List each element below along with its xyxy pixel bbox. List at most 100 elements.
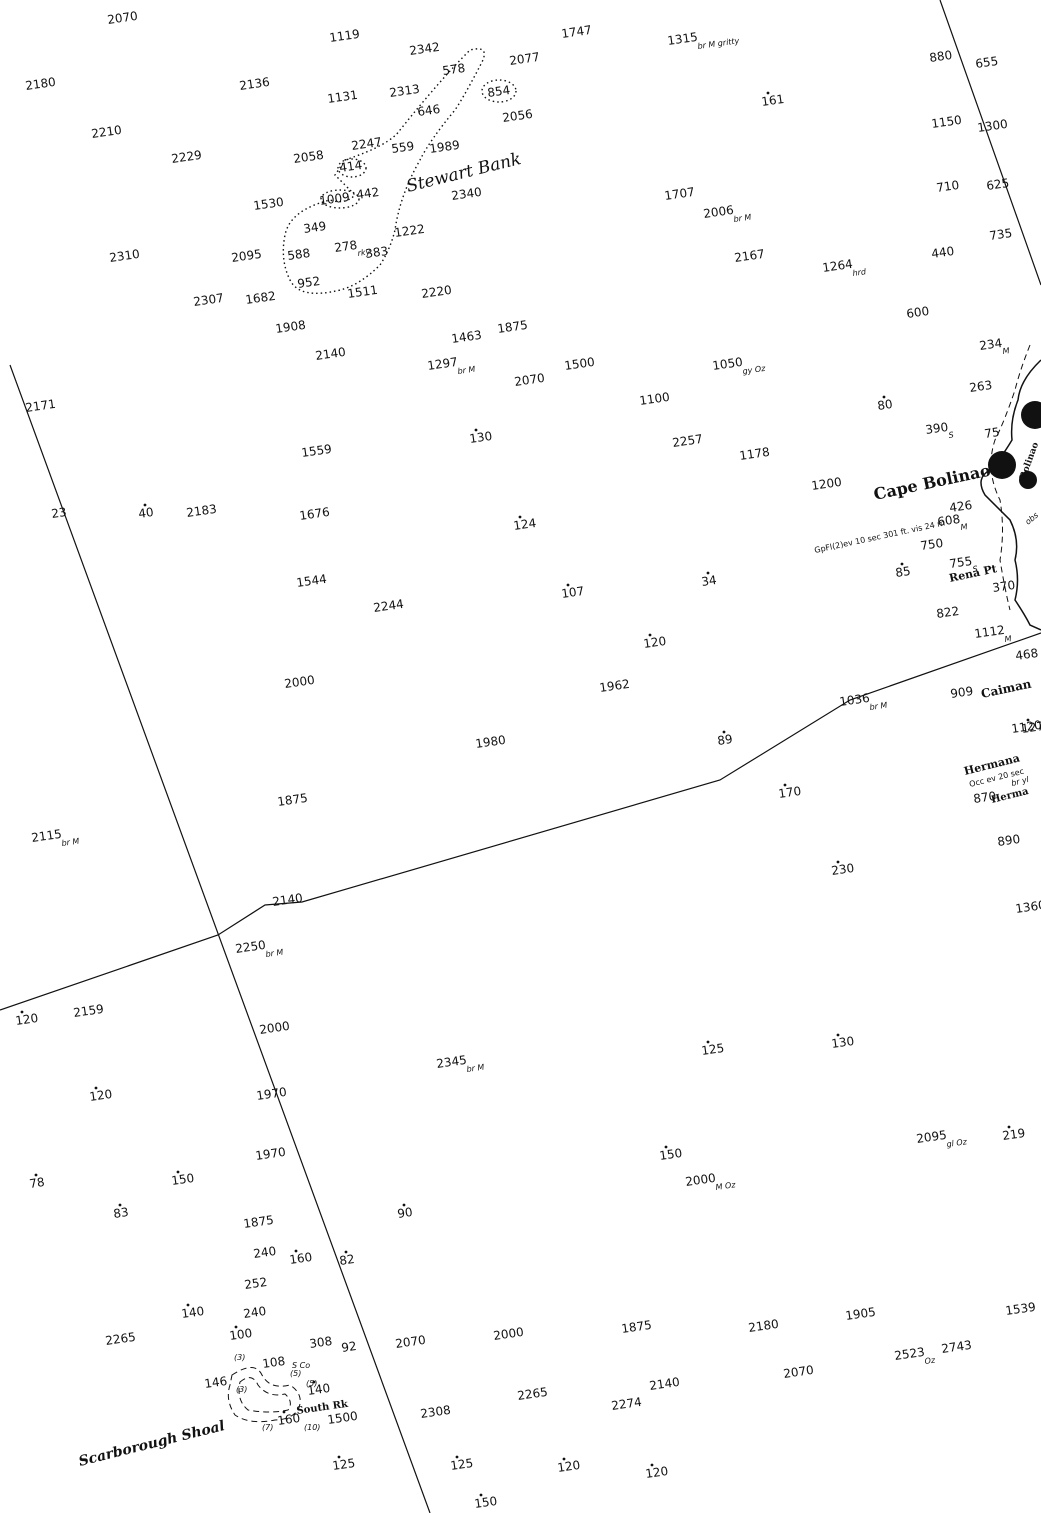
sounding-value: 2342: [408, 40, 440, 58]
sounding-value: 559: [390, 139, 415, 156]
sounding-value: 735: [988, 226, 1013, 243]
sounding-value: 234: [978, 336, 1003, 353]
sounding: 750: [919, 536, 944, 553]
land-blob-1: [1021, 401, 1041, 429]
sounding: 1989: [428, 138, 460, 156]
sounding-value: 2265: [104, 1330, 136, 1348]
sounding-dot: [344, 1250, 348, 1254]
sounding-value: 1682: [244, 289, 276, 307]
sounding-value: 2523: [893, 1345, 925, 1363]
sounding-value: 2115: [30, 827, 62, 845]
sounding: 1150: [930, 113, 962, 131]
sounding: 150: [658, 1145, 683, 1163]
sounding-value: 82: [338, 1252, 355, 1268]
sounding: 655: [974, 54, 999, 71]
sounding-value: 2000: [684, 1171, 716, 1189]
sounding-value: 2140: [271, 891, 303, 909]
sounding: 559: [390, 139, 415, 156]
sounding-dot: [337, 1455, 341, 1459]
sounding-value: 349: [302, 219, 327, 236]
sounding-value: 1905: [844, 1305, 876, 1323]
sounding-value: 755: [948, 554, 973, 571]
sounding-value: 1150: [930, 113, 962, 131]
sounding: 150: [473, 1493, 498, 1511]
sounding-dot: [664, 1145, 668, 1149]
sounding-dot: [650, 1463, 654, 1467]
sounding: 146: [203, 1374, 228, 1391]
sounding: 90: [396, 1203, 414, 1221]
sounding-value: 1875: [620, 1318, 652, 1336]
sounding-value: 655: [974, 54, 999, 71]
sounding-value: 161: [760, 92, 785, 109]
sounding: 1875: [276, 791, 308, 809]
sounding-value: 2000: [492, 1325, 524, 1343]
sounding: 150: [170, 1170, 195, 1188]
sounding-value: 75: [983, 425, 1000, 441]
sounding: 2171: [24, 397, 56, 415]
sounding-value: 383: [364, 244, 389, 261]
sounding-dot: [294, 1249, 298, 1253]
sounding: 890: [996, 832, 1021, 849]
sounding: 78: [28, 1173, 46, 1191]
sounding: 2167: [733, 247, 765, 265]
sounding-value: 1875: [276, 791, 308, 809]
sounding-value: 2070: [782, 1363, 814, 1381]
sounding-value: 1300: [976, 117, 1008, 135]
sounding: 2077: [508, 50, 540, 68]
caiman-label: Caiman: [980, 677, 1033, 701]
sounding: 230: [830, 860, 855, 878]
sounding: 219: [1001, 1125, 1026, 1143]
sounding: 125: [331, 1455, 356, 1473]
sounding: 1500: [563, 355, 595, 373]
sounding-value: 1875: [496, 318, 528, 336]
sounding-dot: [34, 1173, 38, 1177]
sounding: 140: [180, 1303, 205, 1321]
sounding-dot: [94, 1086, 98, 1090]
sounding-value: 1009: [318, 190, 350, 208]
sounding-value: 442: [355, 185, 380, 202]
sounding-dot: [562, 1457, 566, 1461]
sounding: 161: [760, 91, 785, 109]
stewart-bank-outline: [282, 48, 517, 294]
sounding-dot: [836, 860, 840, 864]
sounding: 107: [560, 583, 585, 601]
sounding-value: 2247: [350, 135, 382, 153]
sounding-dot: [882, 395, 886, 399]
shoal-depths-layer: (3) (3) (5) (5) (7) (10): [234, 1353, 320, 1432]
sounding-value: 1980: [474, 733, 506, 751]
sounding: 1530: [252, 195, 284, 213]
sounding-dot: [706, 1040, 710, 1044]
sounding: 2307: [192, 291, 224, 309]
sounding-bottom-quality: M: [960, 522, 968, 532]
sounding: 120: [88, 1086, 113, 1104]
sounding-value: 108: [261, 1354, 286, 1371]
sounding-value: 150: [473, 1494, 498, 1511]
sounding: 468: [1014, 646, 1039, 663]
sounding-value: 120: [556, 1458, 581, 1475]
sounding-value: 2171: [24, 397, 56, 415]
scarborough-shoal-label: Scarborough Shoal: [77, 1418, 226, 1470]
sounding-value: 1875: [242, 1213, 274, 1231]
sounding: 308: [308, 1334, 333, 1351]
sounding-value: 120: [88, 1087, 113, 1104]
sounding-value: 1500: [563, 355, 595, 373]
sounding-value: 140: [306, 1381, 331, 1398]
sounding: 2000: [283, 673, 315, 691]
sounding: 2140: [314, 345, 346, 363]
sounding: 1676: [298, 505, 330, 523]
sounding-value: 1112: [973, 623, 1005, 641]
sounding: 2220: [420, 283, 452, 301]
sounding: 100: [228, 1325, 253, 1343]
sounding-dot: [766, 91, 770, 95]
sounding-value: 240: [252, 1244, 277, 1261]
shoal-inner-boundary: [238, 1377, 291, 1413]
sounding: 2180: [747, 1317, 779, 1335]
sounding-value: 89: [716, 732, 733, 748]
sounding-value: 870: [972, 789, 997, 806]
bank-ring-1009: [320, 189, 360, 209]
sounding-dot: [402, 1203, 406, 1207]
sounding: 1463: [450, 328, 482, 346]
sounding: 85: [894, 562, 912, 580]
